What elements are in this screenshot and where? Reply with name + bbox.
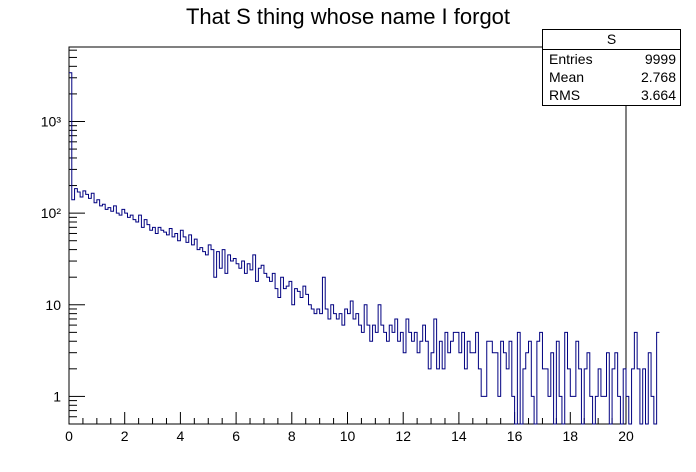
stats-entries-value: 9999 — [644, 51, 676, 67]
stats-rms-label: RMS — [549, 87, 581, 103]
y-tick-label: 10³ — [41, 113, 62, 129]
stats-title: S — [543, 30, 680, 50]
stats-entries-label: Entries — [549, 51, 593, 67]
stats-mean-label: Mean — [549, 69, 585, 85]
chart-title: That S thing whose name I forgot — [185, 4, 511, 29]
x-tick-label: 12 — [395, 428, 411, 444]
x-tick-label: 2 — [121, 428, 129, 444]
x-tick-label: 20 — [618, 428, 634, 444]
y-axis: 1 10 10² 10³ — [41, 49, 85, 418]
y-tick-label: 10 — [45, 297, 61, 313]
x-tick-label: 18 — [563, 428, 579, 444]
stats-row-entries: Entries 9999 — [543, 50, 680, 68]
x-axis: 0 2 4 6 8 10 12 14 16 18 20 — [65, 412, 634, 444]
x-tick-label: 4 — [177, 428, 185, 444]
x-tick-label: 16 — [507, 428, 523, 444]
stats-rms-value: 3.664 — [640, 87, 676, 103]
x-tick-label: 8 — [288, 428, 296, 444]
histogram-series — [69, 72, 660, 425]
y-tick-label: 1 — [53, 388, 61, 404]
stats-box: S Entries 9999 Mean 2.768 RMS 3.664 — [542, 29, 681, 106]
stats-mean-value: 2.768 — [640, 69, 676, 85]
x-tick-label: 0 — [65, 428, 73, 444]
x-tick-label: 14 — [451, 428, 467, 444]
x-tick-label: 10 — [340, 428, 356, 444]
stats-row-rms: RMS 3.664 — [543, 86, 680, 104]
y-tick-label: 10² — [41, 205, 62, 221]
stats-row-mean: Mean 2.768 — [543, 68, 680, 86]
x-tick-label: 6 — [232, 428, 240, 444]
